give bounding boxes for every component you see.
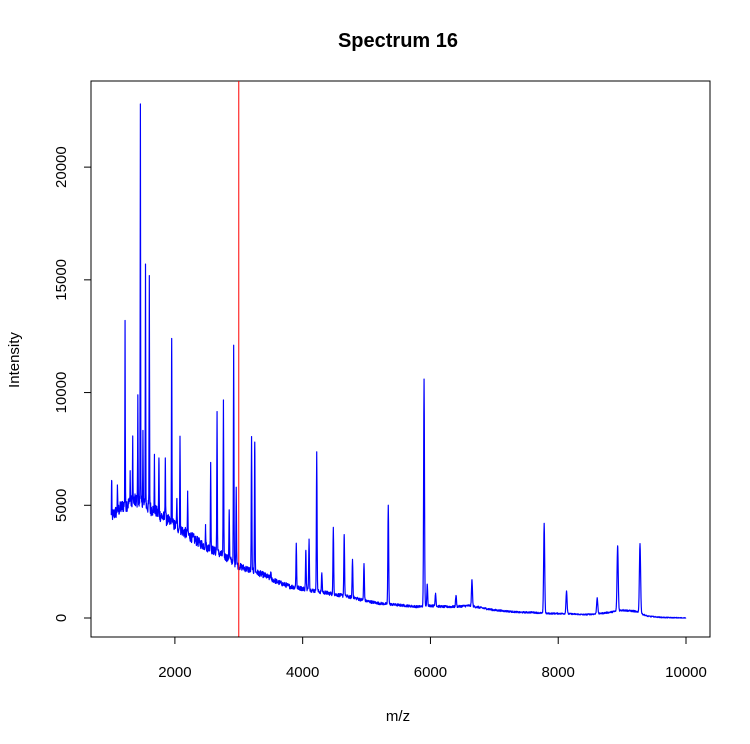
x-tick-label: 6000	[414, 664, 447, 681]
y-axis: 0 5000 10000 15000 20000	[53, 146, 92, 622]
y-axis-label: Intensity	[6, 332, 23, 388]
y-tick-label: 10000	[53, 372, 70, 414]
y-tick-label: 20000	[53, 146, 70, 188]
y-tick-label: 15000	[53, 259, 70, 301]
x-tick-label: 8000	[542, 664, 575, 681]
x-tick-label: 2000	[158, 664, 191, 681]
spectrum-line	[110, 103, 687, 619]
x-axis: 2000 4000 6000 8000 10000	[158, 636, 707, 681]
plot-area	[110, 81, 687, 637]
x-tick-label: 4000	[286, 664, 319, 681]
x-tick-label: 10000	[665, 664, 707, 681]
y-tick-label: 0	[53, 614, 70, 622]
chart-title: Spectrum 16	[338, 30, 458, 52]
y-tick-label: 5000	[53, 489, 70, 522]
x-axis-label: m/z	[386, 708, 410, 725]
